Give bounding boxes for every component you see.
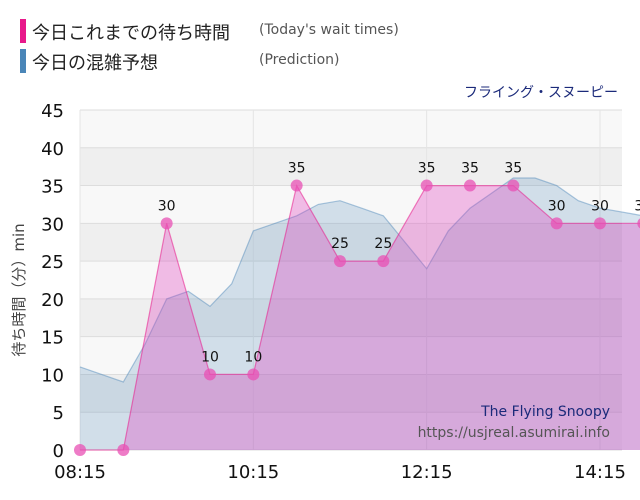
y-tick-label: 15 [41,328,64,349]
plot-band [80,412,622,450]
prediction-area [80,178,640,450]
y-tick-label: 25 [41,252,64,273]
data-label: 30 [548,198,566,214]
legend-label-today: 今日これまでの待ち時間 [32,23,230,44]
data-label: 35 [288,161,306,177]
x-tick-label: 14:15 [574,462,626,483]
legend-label-prediction: 今日の混雑予想 [32,53,158,74]
today-point [420,179,433,192]
y-tick-label: 5 [53,403,64,424]
prediction-line [79,177,640,383]
today-point [333,255,346,268]
data-label: 25 [331,236,349,252]
legend-swatch-today [20,19,26,43]
data-label: 25 [374,236,392,252]
legend-note-prediction: (Prediction) [259,52,340,68]
today-series [80,183,640,451]
data-label: 35 [504,161,522,177]
data-label: 10 [244,349,262,365]
today-line [80,183,640,451]
data-label: 30 [634,198,640,214]
plot-background [80,110,622,450]
legend-note-today: (Today's wait times) [259,22,399,38]
plot-band [80,147,622,186]
today-point [117,444,130,456]
data-label: 30 [591,198,609,214]
grid-lines [79,109,622,451]
plot-band [80,298,622,337]
y-axis-label: 待ち時間（分）min [10,223,28,356]
y-tick-label: 10 [41,365,64,386]
today-point [247,368,260,381]
data-label: 30 [158,198,176,214]
today-point [550,217,563,230]
x-tick-label: 12:15 [401,462,453,483]
legend: 今日これまでの待ち時間 (Today's wait times) 今日の混雑予想… [0,0,640,80]
today-point [507,179,520,192]
y-tick-label: 45 [41,101,64,122]
today-point [74,444,86,456]
plot-band [80,223,622,262]
plot-band [80,374,622,413]
plot-band [80,261,622,299]
today-point [203,368,216,381]
today-point [637,218,640,229]
today-point [377,255,390,268]
data-label: 35 [461,161,479,177]
data-labels: 3010103525253535353030303025303035353520… [158,161,640,366]
today-point [593,217,606,230]
legend-swatch-prediction [20,49,26,73]
today-points [74,179,640,456]
data-label: 35 [418,161,436,177]
today-point [463,179,476,192]
watermark-url: https://usjreal.asumirai.info [418,425,610,441]
today-point [290,179,303,192]
plot-band [80,110,622,148]
y-axis: 0 5 10 15 20 25 30 35 40 45 [41,101,64,462]
plot-band [80,336,622,375]
y-tick-label: 0 [53,441,64,462]
data-label: 10 [201,349,219,365]
attraction-name: フライング・スヌーピー [464,85,618,101]
prediction-series [79,177,640,450]
today-point [160,217,173,230]
plot-band [80,185,622,224]
y-tick-label: 20 [41,290,64,311]
x-tick-label: 10:15 [227,462,279,483]
y-tick-label: 35 [41,177,64,198]
y-tick-label: 30 [41,214,64,235]
x-tick-label: 08:15 [54,462,106,483]
y-tick-label: 40 [41,139,64,160]
today-area [80,185,640,450]
watermark-title: The Flying Snoopy [480,404,610,420]
